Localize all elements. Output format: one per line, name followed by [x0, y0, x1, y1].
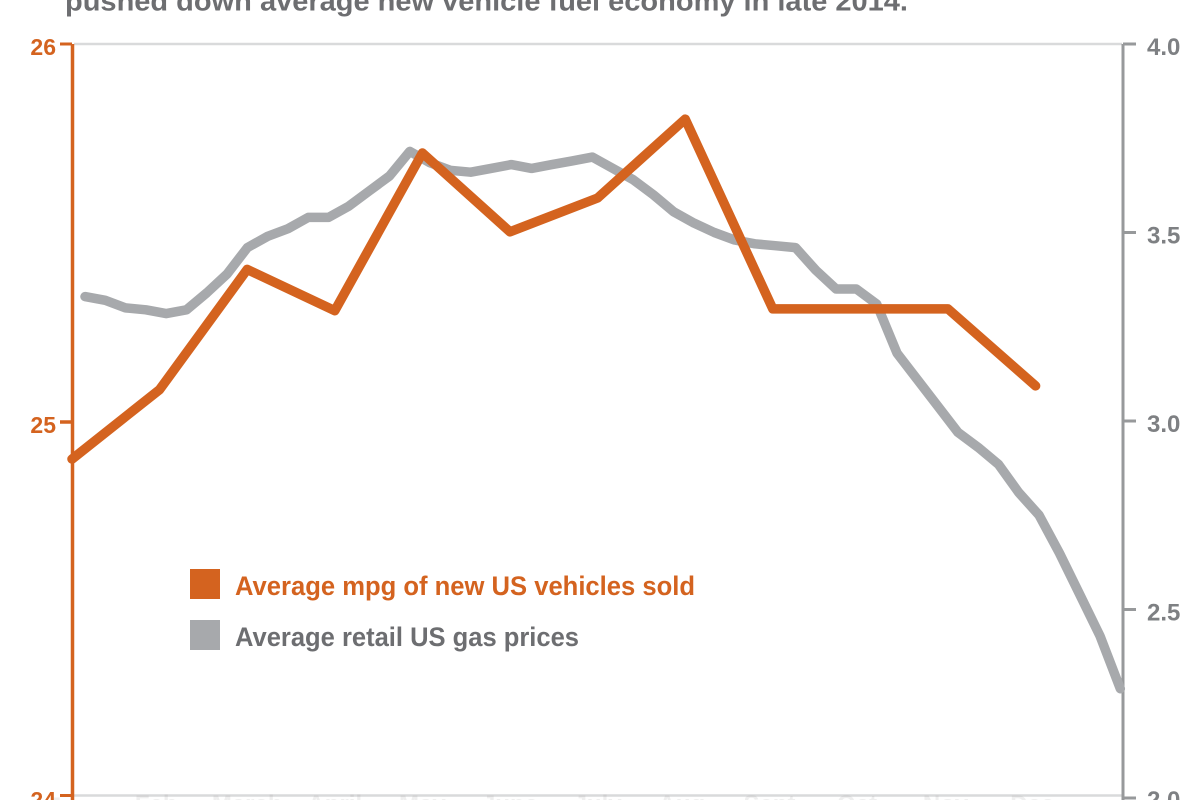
svg-text:25: 25: [30, 412, 56, 438]
svg-text:2.5: 2.5: [1147, 600, 1180, 627]
svg-text:Average mpg of new US vehicles: Average mpg of new US vehicles sold: [235, 571, 695, 601]
svg-text:April: April: [307, 791, 362, 800]
svg-text:pushed down average new vehicl: pushed down average new vehicle fuel eco…: [65, 0, 908, 17]
svg-text:Jan.: Jan.: [48, 793, 96, 800]
svg-text:Feb.: Feb.: [135, 791, 184, 800]
svg-text:Oct.: Oct.: [837, 791, 884, 800]
svg-text:Nov.: Nov.: [923, 791, 973, 800]
svg-text:4.0: 4.0: [1147, 34, 1180, 61]
svg-text:July: July: [574, 791, 623, 800]
svg-text:Aug.: Aug.: [659, 791, 712, 800]
svg-text:3.5: 3.5: [1147, 223, 1180, 250]
svg-text:Average retail US gas prices: Average retail US gas prices: [235, 622, 579, 652]
svg-text:June: June: [482, 791, 538, 800]
svg-text:26: 26: [30, 34, 56, 60]
svg-text:May: May: [399, 791, 446, 800]
svg-text:3.0: 3.0: [1147, 411, 1180, 438]
svg-text:Dec.: Dec.: [1010, 791, 1061, 800]
svg-text:March: March: [212, 791, 283, 800]
svg-text:Sept.: Sept.: [743, 791, 802, 800]
svg-text:2.0: 2.0: [1147, 787, 1180, 800]
